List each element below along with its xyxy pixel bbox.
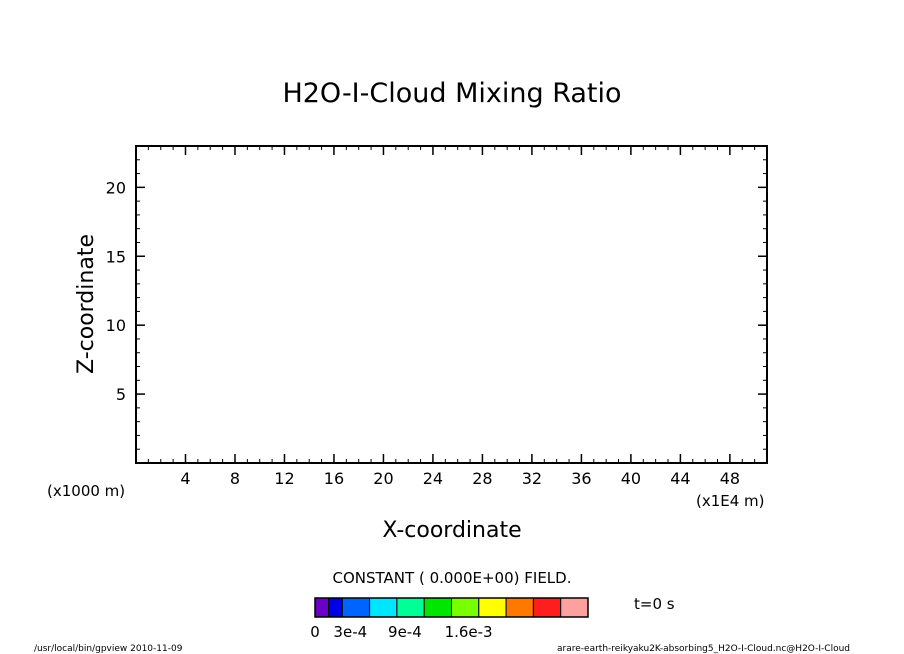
x-unit-label: (x1E4 m)	[696, 492, 765, 510]
colorbar-swatch	[396, 597, 425, 618]
y-axis-tick-labels: 5 10 15 20	[106, 178, 126, 404]
colorbar-swatch	[505, 597, 534, 618]
colorbar-swatch	[532, 597, 562, 618]
time-label: t=0 s	[634, 595, 675, 613]
x-tick-label: 48	[720, 469, 740, 488]
y-axis-ticks	[136, 159, 767, 450]
colorbar-label: 9e-4	[388, 623, 422, 641]
colorbar-frame	[314, 597, 589, 618]
x-axis-label: X-coordinate	[382, 518, 521, 543]
colorbar-label: 0	[310, 623, 320, 641]
x-tick-label: 32	[522, 469, 542, 488]
colorbar	[314, 597, 589, 618]
x-tick-label: 24	[423, 469, 443, 488]
field-note: CONSTANT ( 0.000E+00) FIELD.	[333, 569, 572, 587]
y-tick-label: 5	[116, 385, 126, 404]
x-tick-label: 36	[571, 469, 591, 488]
plot-frame	[135, 145, 768, 464]
x-tick-label: 12	[274, 469, 294, 488]
x-tick-label: 4	[180, 469, 190, 488]
x-tick-label: 40	[621, 469, 641, 488]
colorbar-swatch	[314, 597, 330, 618]
y-unit-label: (x1000 m)	[47, 482, 125, 500]
colorbar-swatch	[423, 597, 453, 618]
x-tick-label: 20	[373, 469, 393, 488]
footer-right: arare-earth-reikyaku2K-absorbing5_H2O-I-…	[557, 644, 850, 654]
colorbar-swatch	[451, 597, 480, 618]
y-tick-label: 15	[106, 247, 126, 266]
x-tick-label: 44	[670, 469, 690, 488]
colorbar-label: 1.6e-3	[445, 623, 493, 641]
x-tick-label: 28	[472, 469, 492, 488]
y-axis-label: Z-coordinate	[74, 234, 99, 374]
x-tick-label: 8	[230, 469, 240, 488]
x-axis-ticks	[147, 146, 756, 463]
colorbar-swatch	[328, 597, 343, 618]
colorbar-label: 3e-4	[333, 623, 367, 641]
x-tick-label: 16	[324, 469, 344, 488]
colorbar-swatch	[341, 597, 371, 618]
colorbar-swatch	[560, 597, 589, 618]
colorbar-labels: 0 3e-4 9e-4 1.6e-3	[310, 623, 492, 641]
chart-title: H2O-I-Cloud Mixing Ratio	[282, 78, 621, 109]
colorbar-swatch	[369, 597, 398, 618]
y-tick-label: 10	[106, 316, 126, 335]
footer-left: /usr/local/bin/gpview 2010-11-09	[34, 644, 183, 654]
y-tick-label: 20	[106, 178, 126, 197]
x-axis-tick-labels: 4 8 12 16 20 24 28 32 36 40 44 48	[180, 469, 740, 488]
colorbar-swatch	[478, 597, 507, 618]
